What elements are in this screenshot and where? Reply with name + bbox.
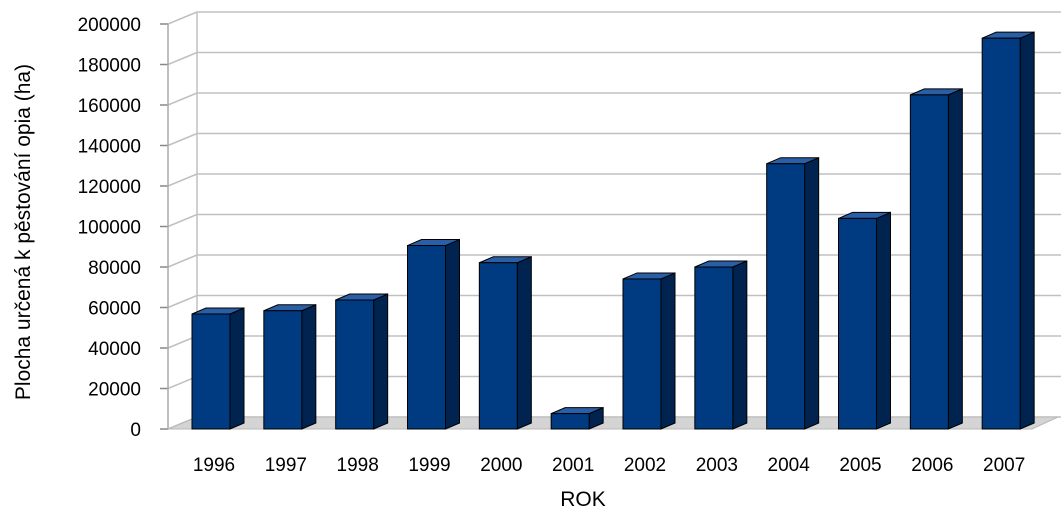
- x-tick-label: 2006: [911, 455, 953, 476]
- x-axis-title: ROK: [560, 488, 606, 511]
- y-tick-label: 20000: [88, 380, 141, 401]
- y-tick-label: 200000: [78, 15, 141, 36]
- bar-side: [445, 238, 460, 430]
- x-tick-label: 2004: [768, 455, 811, 476]
- bar-2006: [909, 88, 963, 430]
- bar-front: [407, 245, 446, 430]
- y-tick-label: 140000: [78, 137, 141, 158]
- gridline-depth: [167, 132, 198, 147]
- gridline-depth: [167, 213, 198, 228]
- bar-1998: [335, 293, 389, 430]
- bar-side: [660, 272, 676, 430]
- x-tick-label: 2005: [839, 455, 881, 476]
- bar-side: [876, 211, 891, 430]
- chart-floor: [167, 416, 1059, 430]
- bar-front: [838, 217, 877, 430]
- bar-2001: [550, 406, 604, 430]
- x-tick-label: 2007: [983, 455, 1025, 476]
- y-tick-label: 60000: [88, 299, 141, 320]
- y-tick-label: 40000: [88, 339, 141, 360]
- x-axis-tick-labels: 1996 1997 1998 1999 2000 2001 2002 2003 2004 2005…: [193, 455, 1025, 476]
- x-tick-label: 1998: [337, 455, 379, 476]
- x-tick-label: 2002: [624, 455, 666, 476]
- x-tick-label: 1999: [408, 455, 450, 476]
- y-tick-label: 80000: [88, 258, 141, 279]
- bar-side: [373, 293, 389, 430]
- y-tick-label: 100000: [78, 218, 141, 239]
- bar-front: [694, 266, 734, 430]
- y-axis-title: Plocha určená k pěstování opia (ha): [12, 64, 35, 400]
- y-tick-label: 0: [130, 420, 141, 441]
- bar-side: [732, 260, 748, 430]
- bar-front: [550, 413, 590, 430]
- bar-2005: [838, 211, 891, 430]
- x-tick-label: 2001: [552, 455, 594, 476]
- bar-front: [263, 310, 303, 430]
- bar-front: [909, 94, 949, 430]
- gridline-depth: [167, 11, 198, 25]
- bar-front: [766, 163, 806, 430]
- y-tick-label: 120000: [78, 177, 141, 198]
- bar-side: [516, 255, 532, 430]
- x-tick-label: 1996: [193, 455, 235, 476]
- bar-2002: [622, 272, 676, 430]
- bar-side: [229, 307, 245, 430]
- bar-front: [981, 37, 1021, 430]
- y-tick-label: 160000: [78, 96, 141, 117]
- gridline-depth: [167, 294, 198, 309]
- bar-1997: [263, 303, 317, 430]
- bar-2003: [694, 260, 748, 430]
- bar-front: [335, 299, 375, 430]
- bar-1996: [191, 307, 245, 430]
- bar-side: [947, 88, 963, 430]
- bar-series: [191, 31, 1035, 430]
- bar-side: [301, 303, 317, 430]
- y-axis-tick-labels: 0 20000 40000 60000 80000 100000 120000 140000 1…: [78, 15, 141, 441]
- bar-front: [622, 278, 662, 430]
- gridline-depth: [167, 254, 198, 268]
- y-tick-label: 180000: [78, 56, 141, 77]
- x-tick-label: 2003: [696, 455, 738, 476]
- gridline-depth: [167, 92, 198, 106]
- bar-1999: [407, 238, 460, 430]
- gridline-depth: [167, 173, 198, 187]
- floor-plane: [167, 416, 1059, 430]
- bar-side: [1019, 31, 1035, 430]
- bar-side: [804, 156, 820, 430]
- gridline-depth: [167, 51, 198, 66]
- bar-2007: [981, 31, 1035, 430]
- bar-front: [478, 262, 518, 430]
- bar-2004: [766, 156, 820, 430]
- bar-front: [191, 313, 231, 430]
- x-tick-label: 2000: [480, 455, 522, 476]
- x-tick-label: 1997: [265, 455, 307, 476]
- bar-2000: [478, 255, 532, 430]
